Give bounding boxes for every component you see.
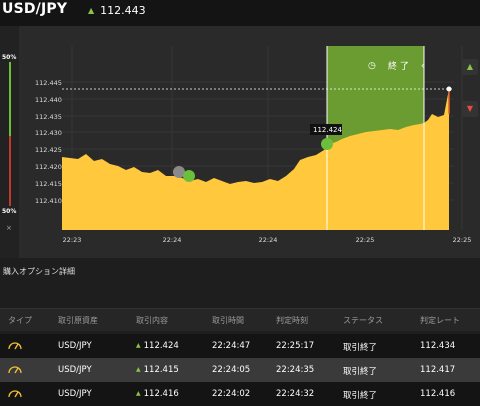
arrow-up-icon: ▲ [136,342,141,349]
cell-rate: 112.434 [420,341,456,351]
trade-marker-3[interactable] [321,138,333,150]
cell-judge: 22:25:17 [276,341,315,351]
currency-pair: USD/JPY [2,1,68,17]
table-row[interactable]: USD/JPY ▲ 112.424 22:24:47 22:25:17 取引終了 … [0,334,480,358]
cell-content: ▲ 112.415 [136,365,179,375]
cell-rate: 112.417 [420,365,456,375]
current-rate-value: 112.443 [100,4,146,17]
y-axis: 112.445 112.440 112.435 112.430 112.425 112.4… [35,79,62,205]
cell-asset: USD/JPY [58,341,92,351]
trade-marker-2[interactable] [183,170,195,182]
col-rate: 判定レート [420,316,460,325]
arrow-up-icon: ▲ [136,366,141,373]
chevron-left-icon: ‹ [421,61,424,70]
col-status: ステータス [343,316,383,325]
cell-time: 22:24:47 [212,341,251,351]
arrow-up-icon: ▲ [136,390,141,397]
close-icon[interactable]: × [6,224,12,232]
cell-judge: 22:24:35 [276,365,315,375]
y-tick-label: 112.415 [35,180,62,188]
y-tick-label: 112.435 [35,113,62,121]
gauge-down-bar [9,136,11,206]
table-header: タイプ 取引原資産 取引内容 取引時間 判定時刻 ステータス 判定レート [0,308,480,331]
x-axis: 22:23 22:24 22:24 22:25 22:25 [63,236,472,244]
cell-asset: USD/JPY [58,389,92,399]
section-title: 購入オプション詳細 [3,267,75,276]
y-tick-label: 112.445 [35,79,62,87]
col-time: 取引時間 [212,316,244,325]
trade-marker-1[interactable] [173,166,185,178]
y-tick-label: 112.430 [35,129,62,137]
current-rate: ▲ 112.443 [88,4,146,17]
end-label: 終 了 [388,60,409,72]
marker-tooltip [310,124,342,135]
cell-content: ▲ 112.416 [136,389,179,399]
marker-label: 112.424 [313,126,342,134]
arrow-up-icon: ▲ [88,6,95,15]
x-tick-label: 22:25 [453,236,472,244]
cell-time: 22:24:05 [212,365,251,375]
price-area [62,89,449,230]
gauge-icon [8,342,22,350]
cell-time: 22:24:02 [212,389,251,399]
price-chart: ◷ 終 了 ‹ 112.445112.440112.435112.430112.… [35,46,472,244]
gauge-up-bar [9,62,11,136]
cell-status: 取引終了 [343,343,378,353]
x-tick-label: 22:24 [259,236,278,244]
gauge-icon [8,366,22,374]
gauge-icon [8,390,22,398]
gauge-top-pct: 50% [2,54,17,61]
col-content: 取引内容 [136,316,168,325]
put-button-icon[interactable]: ▼ [462,101,478,117]
cell-content: ▲ 112.424 [136,341,179,351]
cell-rate: 112.416 [420,389,456,399]
cell-asset: USD/JPY [58,365,92,375]
y-tick-label: 112.420 [35,163,62,171]
header-bar: USD/JPY ▲ 112.443 [0,0,480,26]
x-tick-label: 22:25 [356,236,375,244]
x-tick-label: 22:24 [163,236,182,244]
cell-status: 取引終了 [343,391,378,401]
y-tick-label: 112.410 [35,197,62,205]
table-row[interactable]: USD/JPY ▲ 112.416 22:24:02 22:24:32 取引終了 … [0,382,480,406]
current-point [446,86,452,92]
cell-judge: 22:24:32 [276,389,315,399]
col-asset: 取引原資産 [58,316,98,325]
x-tick-label: 22:23 [63,236,82,244]
call-button-icon[interactable]: ▲ [462,59,478,75]
col-type: タイプ [8,316,32,325]
col-judge: 判定時刻 [276,316,308,325]
clock-icon: ◷ [368,61,376,71]
balance-gauge: 50% 50% × [0,26,19,258]
y-tick-label: 112.425 [35,146,62,154]
y-tick-label: 112.440 [35,96,62,104]
table-row[interactable]: USD/JPY ▲ 112.415 22:24:05 22:24:35 取引終了 … [0,358,480,382]
gauge-bottom-pct: 50% [2,208,17,215]
cell-status: 取引終了 [343,367,378,377]
